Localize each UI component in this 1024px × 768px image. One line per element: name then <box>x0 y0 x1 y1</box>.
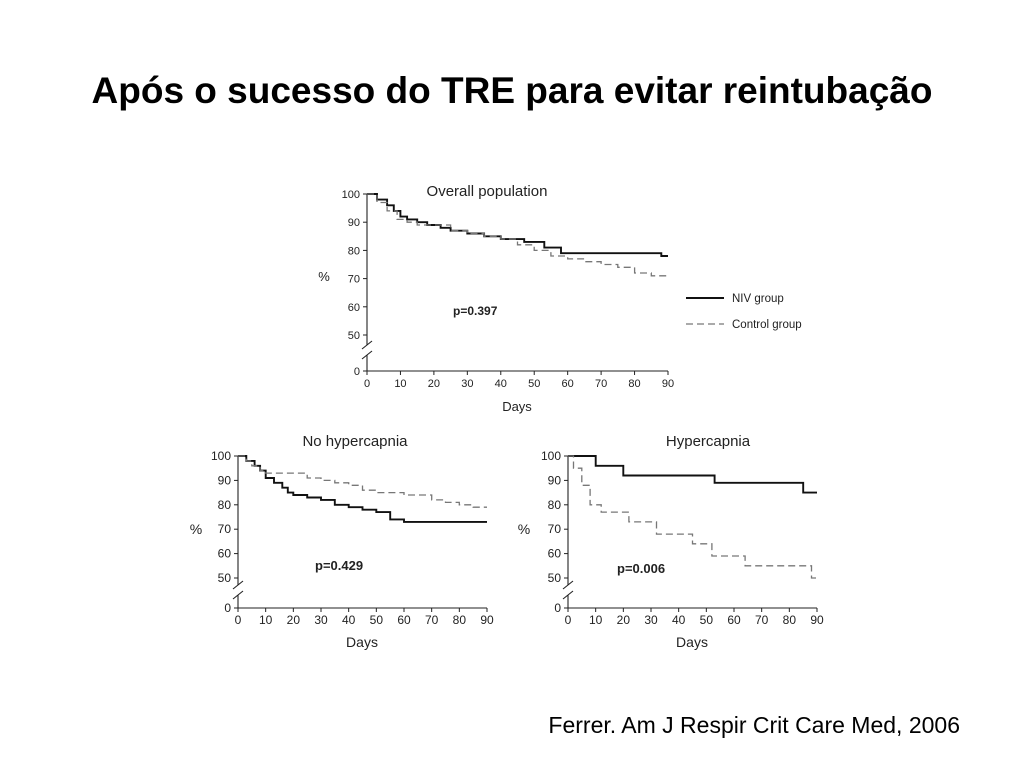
x-tick-label: 40 <box>342 613 356 627</box>
x-tick-label: 50 <box>370 613 384 627</box>
p-value-annotation: p=0.397 <box>453 304 498 318</box>
axis-break-mark <box>232 590 244 600</box>
y-tick-label: 70 <box>548 522 562 536</box>
y-axis-label: % <box>318 269 330 284</box>
x-tick-label: 60 <box>727 613 741 627</box>
x-tick-label: 30 <box>314 613 328 627</box>
chart-hypercapnia: Hypercapnia 0 50 60 70 80 90 100 0 10 20 30 40 50 60 70… <box>518 433 824 650</box>
x-tick-label: 40 <box>495 378 507 390</box>
p-value-annotation: p=0.006 <box>617 561 665 576</box>
slide-title: Após o sucesso do TRE para evitar reintu… <box>91 70 933 111</box>
y-tick-label: 60 <box>348 302 360 314</box>
x-tick-label: 10 <box>589 613 603 627</box>
legend-control-label: Control group <box>732 319 802 331</box>
y-tick-label: 70 <box>348 274 360 286</box>
y-tick-label: 0 <box>354 366 360 378</box>
x-tick-label: 30 <box>644 613 658 627</box>
x-tick-label: 10 <box>394 378 406 390</box>
axis-break-mark <box>361 340 373 350</box>
y-tick-label: 0 <box>224 601 231 615</box>
axis-break-mark <box>361 350 373 360</box>
x-tick-label: 90 <box>480 613 494 627</box>
y-tick-label: 60 <box>218 547 232 561</box>
y-tick-label: 90 <box>218 473 232 487</box>
x-tick-label: 20 <box>428 378 440 390</box>
y-axis-label: % <box>518 521 530 537</box>
chart-title: Hypercapnia <box>666 433 751 450</box>
x-tick-label: 90 <box>662 378 674 390</box>
chart-title: Overall population <box>427 183 548 200</box>
y-tick-label: 70 <box>218 522 232 536</box>
x-tick-label: 60 <box>397 613 411 627</box>
series-control-group-line <box>568 455 817 579</box>
series-control-group-line <box>367 193 668 277</box>
y-tick-label: 100 <box>342 189 360 201</box>
axis-break-mark <box>562 580 574 590</box>
y-tick-label: 50 <box>348 330 360 342</box>
y-tick-label: 80 <box>548 498 562 512</box>
y-tick-label: 60 <box>548 547 562 561</box>
y-tick-label: 90 <box>348 217 360 229</box>
x-tick-label: 30 <box>461 378 473 390</box>
x-tick-label: 80 <box>783 613 797 627</box>
x-tick-label: 20 <box>287 613 301 627</box>
y-tick-label: 100 <box>541 449 561 463</box>
y-tick-label: 80 <box>348 245 360 257</box>
p-value-annotation: p=0.429 <box>315 558 363 573</box>
y-tick-label: 0 <box>554 601 561 615</box>
x-axis-label: Days <box>676 634 708 650</box>
chart-title: No hypercapnia <box>302 433 408 450</box>
x-tick-label: 40 <box>672 613 686 627</box>
x-tick-label: 0 <box>235 613 242 627</box>
x-tick-label: 10 <box>259 613 273 627</box>
x-tick-label: 70 <box>755 613 769 627</box>
chart-no-hypercapnia: No hypercapnia 0 50 60 70 80 90 100 0 10 20 30 40 50 6… <box>190 433 494 650</box>
x-tick-label: 50 <box>528 378 540 390</box>
series-niv-group-line <box>367 193 668 257</box>
y-tick-label: 50 <box>548 571 562 585</box>
y-tick-label: 80 <box>218 498 232 512</box>
chart-overall-population: Overall population 0 50 60 70 80 90 100 0 10 20 30 4… <box>318 183 802 414</box>
x-tick-label: 80 <box>453 613 467 627</box>
x-axis-label: Days <box>346 634 378 650</box>
x-tick-label: 50 <box>700 613 714 627</box>
series-niv-group-line <box>568 455 817 494</box>
y-axis-label: % <box>190 521 202 537</box>
x-tick-label: 60 <box>562 378 574 390</box>
y-tick-label: 90 <box>548 473 562 487</box>
legend-niv-label: NIV group <box>732 293 784 305</box>
x-tick-label: 90 <box>810 613 824 627</box>
y-tick-label: 100 <box>211 449 231 463</box>
y-tick-label: 50 <box>218 571 232 585</box>
x-tick-label: 70 <box>425 613 439 627</box>
axis-break-mark <box>232 580 244 590</box>
citation: Ferrer. Am J Respir Crit Care Med, 2006 <box>548 712 960 738</box>
x-axis-label: Days <box>502 399 532 414</box>
x-tick-label: 0 <box>565 613 572 627</box>
x-tick-label: 20 <box>617 613 631 627</box>
x-tick-label: 70 <box>595 378 607 390</box>
x-tick-label: 0 <box>364 378 370 390</box>
axis-break-mark <box>562 590 574 600</box>
x-tick-label: 80 <box>628 378 640 390</box>
series-control-group-line <box>238 455 487 508</box>
